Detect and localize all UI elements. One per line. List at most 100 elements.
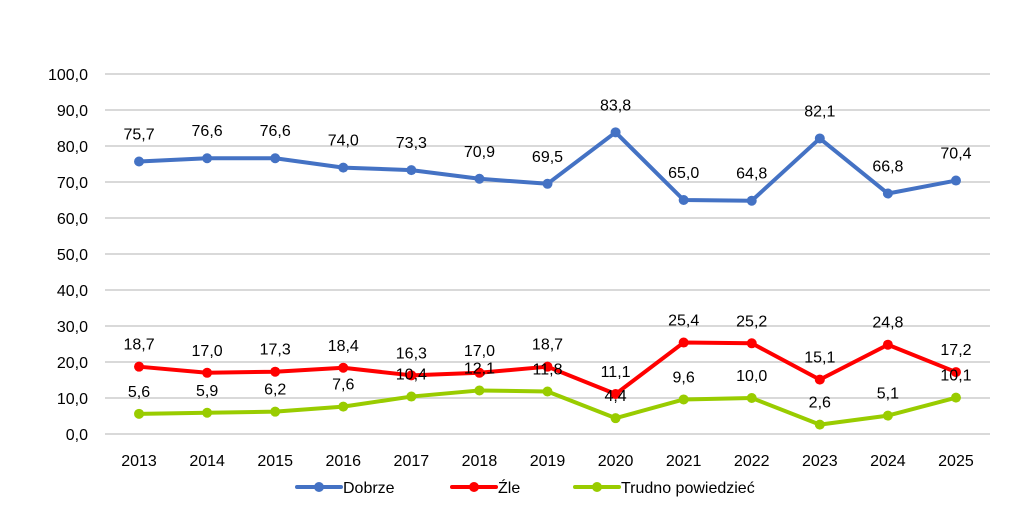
data-point: [746, 338, 757, 349]
y-tick-label: 90,0: [57, 103, 88, 120]
y-tick-label: 30,0: [57, 319, 88, 336]
data-label: 82,1: [804, 103, 835, 120]
data-label: 25,4: [668, 313, 699, 330]
y-tick-label: 10,0: [57, 391, 88, 408]
data-label: 5,6: [128, 384, 150, 401]
x-tick-label: 2017: [394, 453, 430, 470]
data-label: 11,1: [601, 364, 631, 381]
data-label: 10,1: [940, 368, 971, 385]
data-label: 74,0: [328, 133, 359, 150]
series: [134, 127, 961, 430]
x-tick-label: 2023: [802, 453, 838, 470]
data-point: [338, 362, 349, 373]
data-point: [610, 389, 621, 400]
data-label: 5,1: [877, 386, 899, 403]
data-label: 9,6: [673, 369, 695, 386]
data-label: 10,0: [736, 368, 767, 385]
x-tick-label: 2024: [870, 453, 906, 470]
data-point: [542, 386, 553, 397]
data-point: [270, 406, 281, 417]
data-label: 75,7: [123, 126, 154, 143]
data-point: [542, 361, 553, 372]
data-label: 15,1: [804, 350, 835, 367]
data-point: [406, 391, 417, 402]
data-label: 70,4: [940, 146, 971, 163]
data-point: [678, 195, 689, 205]
data-label: 6,2: [264, 382, 286, 399]
y-tick-label: 100,0: [48, 67, 88, 84]
x-tick-label: 2019: [530, 453, 566, 470]
data-label: 76,6: [260, 123, 291, 140]
data-point: [814, 133, 825, 144]
x-axis-ticks: 2013 2014 2015 2016 2017 2018 2019 2020 2021 2022…: [121, 453, 974, 470]
data-label: 17,0: [464, 343, 495, 360]
legend-marker-icon: [314, 482, 324, 492]
data-point: [202, 407, 213, 418]
data-label: 11,8: [533, 362, 563, 379]
legend-label: Trudno powiedzieć: [621, 480, 755, 497]
legend-marker-icon: [592, 482, 602, 492]
data-point: [338, 162, 349, 173]
x-tick-label: 2015: [257, 453, 293, 470]
legend-marker-icon: [469, 482, 479, 492]
legend-item: Trudno powiedzieć: [573, 480, 755, 497]
data-point: [134, 361, 145, 372]
data-point: [746, 195, 757, 206]
data-label: 18,7: [532, 337, 563, 354]
data-label: 12,1: [464, 360, 495, 377]
y-axis-ticks: 0,0 10,0 20,0 30,0 40,0 50,0 60,0 70,0 80,0 90,0 1…: [48, 67, 88, 444]
data-point: [202, 367, 213, 378]
y-tick-label: 70,0: [57, 175, 88, 192]
data-label: 83,8: [600, 97, 631, 114]
data-label: 24,8: [872, 315, 903, 332]
x-tick-label: 2014: [189, 453, 225, 470]
legend-label: Źle: [498, 478, 520, 497]
data-label: 64,8: [736, 166, 767, 183]
data-point: [746, 393, 757, 403]
data-label: 10,4: [396, 367, 427, 384]
data-point: [202, 153, 213, 164]
data-label: 17,3: [260, 342, 291, 359]
data-point: [950, 392, 961, 403]
data-point: [678, 337, 689, 348]
data-point: [474, 367, 485, 378]
data-label: 5,9: [196, 383, 218, 400]
data-label: 7,6: [332, 377, 354, 394]
data-label: 76,6: [192, 123, 223, 140]
data-label: 18,4: [328, 338, 359, 355]
x-tick-label: 2013: [121, 453, 157, 470]
data-point: [406, 370, 417, 381]
x-tick-label: 2020: [598, 453, 634, 470]
legend-label: Dobrze: [343, 480, 395, 497]
y-tick-label: 20,0: [57, 355, 88, 372]
y-tick-label: 80,0: [57, 139, 88, 156]
x-tick-label: 2018: [462, 453, 498, 470]
data-label: 69,5: [532, 149, 563, 166]
data-point: [882, 339, 893, 350]
data-label: 73,3: [396, 135, 427, 152]
data-label: 17,2: [940, 342, 971, 359]
x-tick-label: 2025: [938, 453, 974, 470]
data-labels: 75,7 76,6 76,6 74,0 73,3 70,9 69,5 83,8 65,0 64,8…: [123, 97, 971, 411]
data-label: 2,6: [809, 395, 831, 412]
data-label: 17,0: [192, 343, 223, 360]
data-point: [338, 401, 349, 412]
y-tick-label: 0,0: [66, 427, 88, 444]
series-line-dobrze: [137, 130, 958, 203]
data-point: [950, 367, 961, 378]
legend-item: Źle: [450, 478, 520, 497]
data-point: [814, 419, 825, 430]
legend-item: Dobrze: [295, 480, 395, 497]
y-tick-label: 50,0: [57, 247, 88, 264]
data-point: [950, 175, 961, 186]
data-point: [882, 188, 893, 199]
data-point: [678, 394, 689, 405]
data-point: [542, 178, 553, 189]
data-point: [406, 165, 417, 176]
data-point: [474, 173, 485, 184]
data-label: 18,7: [123, 337, 154, 354]
data-label: 66,8: [872, 159, 903, 176]
data-point: [814, 374, 825, 385]
legend: Dobrze Źle Trudno powiedzieć: [295, 478, 755, 497]
